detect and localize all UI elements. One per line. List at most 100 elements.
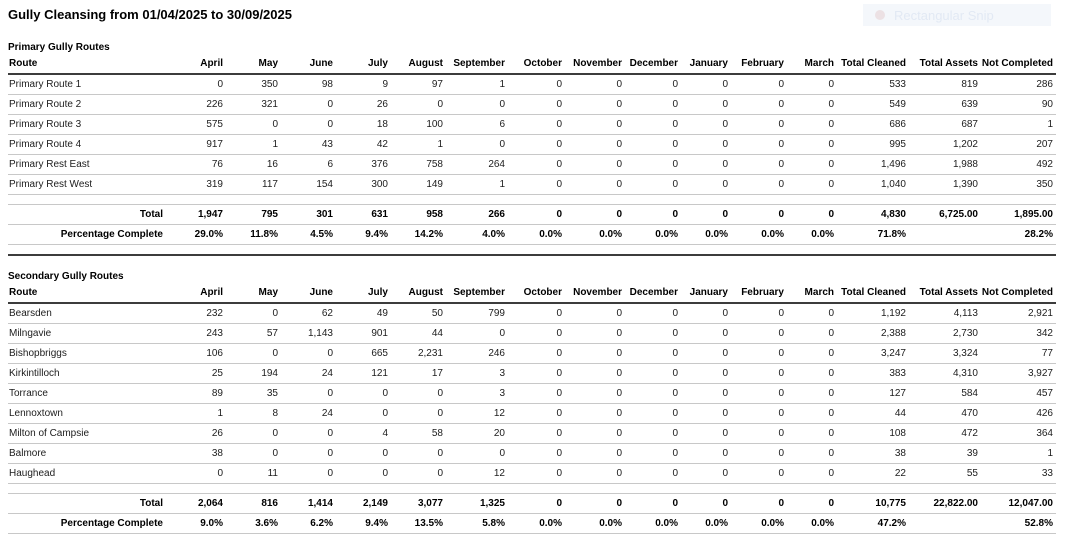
value-cell: 26	[171, 423, 226, 444]
report-title: Gully Cleansing from 01/04/2025 to 30/09…	[8, 7, 292, 22]
value-cell: 0	[625, 463, 681, 484]
value-cell: 0	[787, 383, 837, 404]
value-cell: 0	[731, 323, 787, 344]
spacer-row	[8, 194, 1056, 205]
value-cell: 13.5%	[391, 513, 446, 534]
value-cell: 0	[787, 134, 837, 155]
value-cell: 194	[226, 363, 281, 384]
value-cell: 0	[731, 154, 787, 175]
value-cell: 0	[336, 443, 391, 464]
value-cell: 149	[391, 174, 446, 195]
value-cell: 0	[787, 174, 837, 195]
value-cell: 917	[171, 134, 226, 155]
spacer-cell	[681, 194, 731, 205]
value-cell: 50	[391, 303, 446, 324]
value-cell: 0	[787, 74, 837, 95]
value-cell: 286	[981, 74, 1056, 95]
value-cell: 1	[446, 74, 508, 95]
value-cell: 0	[731, 403, 787, 424]
value-cell: 0	[226, 423, 281, 444]
section-heading-secondary: Secondary Gully Routes	[8, 271, 124, 282]
value-cell: 6,725.00	[909, 204, 981, 225]
spacer-cell	[336, 483, 391, 494]
column-header-july: July	[336, 56, 391, 75]
value-cell: 1	[171, 403, 226, 424]
spacer-cell	[281, 194, 336, 205]
value-cell: 0	[508, 174, 565, 195]
spacer-cell	[981, 483, 1056, 494]
value-cell: 816	[226, 493, 281, 514]
value-cell: 1,143	[281, 323, 336, 344]
value-cell: 246	[446, 343, 508, 364]
section-divider	[8, 254, 1056, 256]
value-cell: 0	[681, 443, 731, 464]
table-row: Total 1,947 795 301 631 958 266 0 0 0 0 0 0 4,830 6,72…	[8, 204, 1056, 225]
value-cell: 3	[446, 383, 508, 404]
value-cell: 0	[508, 303, 565, 324]
value-cell: 0	[625, 363, 681, 384]
value-cell: 0	[391, 443, 446, 464]
value-cell: 28.2%	[981, 224, 1056, 245]
value-cell: 0.0%	[681, 224, 731, 245]
value-cell: 0.0%	[508, 513, 565, 534]
spacer-cell	[391, 483, 446, 494]
value-cell: 43	[281, 134, 336, 155]
value-cell: 0	[681, 204, 731, 225]
value-cell: 90	[981, 94, 1056, 115]
value-cell: 1,040	[837, 174, 909, 195]
route-name-cell: Torrance	[8, 383, 171, 404]
value-cell: 25	[171, 363, 226, 384]
value-cell: 795	[226, 204, 281, 225]
value-cell: 0	[336, 403, 391, 424]
value-cell: 89	[171, 383, 226, 404]
value-cell: 383	[837, 363, 909, 384]
value-cell: 0.0%	[625, 224, 681, 245]
value-cell: 0	[281, 423, 336, 444]
value-cell: 376	[336, 154, 391, 175]
section-secondary-gully-routes: Secondary Gully Routes Route April May June…	[8, 271, 1075, 534]
value-cell: 995	[837, 134, 909, 155]
value-cell: 0	[625, 423, 681, 444]
value-cell: 0	[625, 114, 681, 135]
value-cell: 0	[226, 343, 281, 364]
value-cell: 0	[625, 323, 681, 344]
value-cell: 44	[837, 403, 909, 424]
value-cell: 0	[281, 343, 336, 364]
spacer-cell	[837, 194, 909, 205]
table-row: Primary Route 4 917 1 43 42 1 0 0 0 0 0 0 0 995 1,202 2…	[8, 134, 1056, 155]
value-cell: 758	[391, 154, 446, 175]
value-cell: 2,064	[171, 493, 226, 514]
spacer-cell	[8, 194, 171, 205]
value-cell: 0	[446, 443, 508, 464]
value-cell: 0	[731, 463, 787, 484]
value-cell: 4,310	[909, 363, 981, 384]
value-cell: 0	[681, 303, 731, 324]
column-header-october: October	[508, 56, 565, 75]
value-cell: 0	[508, 94, 565, 115]
value-cell: 321	[226, 94, 281, 115]
spacer-row	[8, 483, 1056, 494]
spacer-cell	[837, 483, 909, 494]
column-header-november: November	[565, 285, 625, 304]
spacer-cell	[171, 483, 226, 494]
value-cell: 1,895.00	[981, 204, 1056, 225]
value-cell: 3,324	[909, 343, 981, 364]
value-cell: 0	[508, 343, 565, 364]
value-cell: 1	[446, 174, 508, 195]
value-cell: 0	[391, 403, 446, 424]
value-cell: 533	[837, 74, 909, 95]
value-cell: 0	[171, 463, 226, 484]
value-cell: 300	[336, 174, 391, 195]
column-header-march: March	[787, 285, 837, 304]
value-cell: 106	[171, 343, 226, 364]
column-header-not-completed: Not Completed	[981, 56, 1056, 75]
table-row: Primary Route 3 575 0 0 18 100 6 0 0 0 0 0 0 686 687 1	[8, 114, 1056, 135]
spacer-cell	[446, 483, 508, 494]
spacer-cell	[446, 194, 508, 205]
value-cell: 0	[625, 74, 681, 95]
value-cell: 77	[981, 343, 1056, 364]
value-cell: 0	[565, 443, 625, 464]
value-cell: 0	[625, 403, 681, 424]
table-row: Primary Route 1 0 350 98 9 97 1 0 0 0 0 0 0 533 819 286	[8, 74, 1056, 95]
value-cell: 1	[981, 443, 1056, 464]
